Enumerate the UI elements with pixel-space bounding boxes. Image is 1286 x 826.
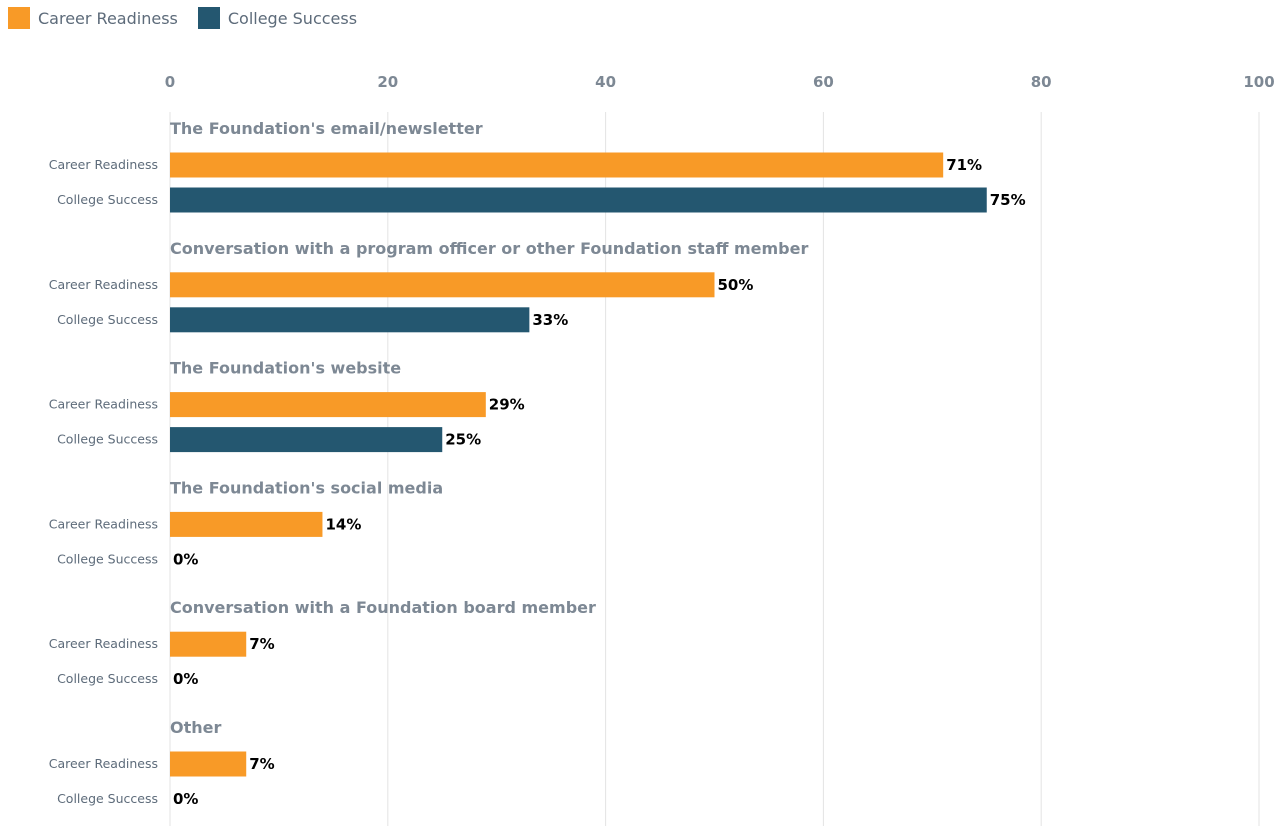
category-label: Conversation with a program officer or o… (170, 239, 808, 258)
legend-label-career-readiness: Career Readiness (38, 8, 178, 28)
series-label-career-readiness: Career Readiness (49, 636, 158, 651)
bar-career-readiness (170, 631, 247, 657)
series-label-college-success: College Success (57, 791, 158, 806)
value-label: 50% (718, 276, 754, 294)
series-label-career-readiness: Career Readiness (49, 277, 158, 292)
series-label-college-success: College Success (57, 551, 158, 566)
series-label-career-readiness: Career Readiness (49, 157, 158, 172)
series-label-career-readiness: Career Readiness (49, 516, 158, 531)
series-label-college-success: College Success (57, 671, 158, 686)
series-label-college-success: College Success (57, 192, 158, 207)
series-label-career-readiness: Career Readiness (49, 397, 158, 412)
value-label: 75% (990, 191, 1026, 209)
legend-item-career-readiness[interactable]: Career Readiness (8, 7, 178, 29)
chart-legend: Career Readiness College Success (8, 6, 377, 30)
series-label-college-success: College Success (57, 432, 158, 447)
value-label: 7% (249, 635, 274, 653)
bar-college-success (170, 187, 987, 213)
legend-label-college-success: College Success (227, 8, 358, 28)
value-label: 71% (946, 156, 982, 174)
legend-swatch-college-success (197, 7, 220, 29)
x-tick-label-0: 0 (165, 73, 175, 91)
x-tick-label-60: 60 (813, 73, 834, 91)
x-tick-label-40: 40 (595, 73, 616, 91)
category-label: The Foundation's website (170, 359, 401, 378)
bar-career-readiness (170, 152, 944, 178)
value-label: 14% (325, 515, 361, 533)
legend-swatch-career-readiness (8, 7, 30, 29)
bar-career-readiness (170, 392, 486, 418)
bar-college-success (170, 307, 530, 333)
value-label: 25% (445, 431, 481, 449)
value-label: 7% (249, 755, 274, 773)
category-label: Conversation with a Foundation board mem… (170, 598, 596, 617)
series-label-career-readiness: Career Readiness (49, 756, 158, 771)
x-tick-label-100: 100 (1243, 73, 1274, 91)
value-label: 0% (173, 550, 198, 568)
bar-career-readiness (170, 272, 715, 298)
category-label: The Foundation's email/newsletter (170, 119, 483, 138)
value-label: 0% (173, 790, 198, 808)
bar-career-readiness (170, 511, 323, 537)
series-label-college-success: College Success (57, 312, 158, 327)
bar-college-success (170, 427, 443, 453)
bar-career-readiness (170, 751, 247, 777)
category-label: Other (170, 718, 221, 737)
value-label: 0% (173, 670, 198, 688)
x-tick-label-20: 20 (377, 73, 398, 91)
x-tick-label-80: 80 (1031, 73, 1052, 91)
value-label: 29% (489, 396, 525, 414)
legend-item-college-success[interactable]: College Success (197, 7, 358, 29)
value-label: 33% (532, 311, 568, 329)
category-label: The Foundation's social media (170, 478, 443, 497)
